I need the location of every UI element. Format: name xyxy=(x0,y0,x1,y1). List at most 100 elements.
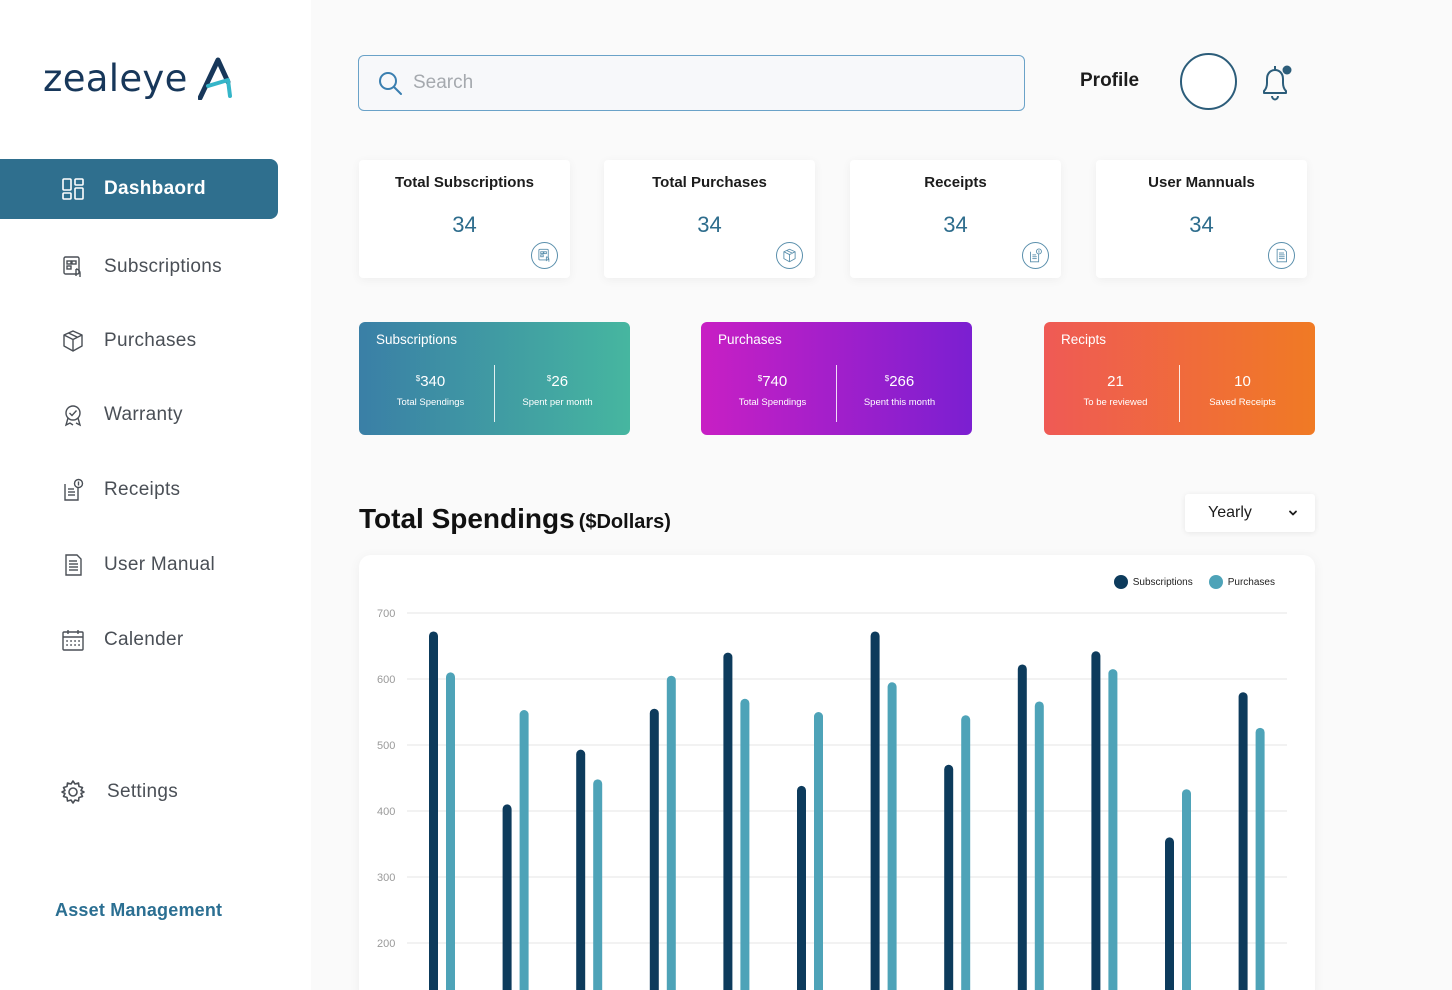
sidebar-item-calender[interactable]: Calender xyxy=(0,610,278,670)
legend-item: Purchases xyxy=(1208,575,1275,589)
spendings-chart: 700 600 500 400 300 200 xyxy=(377,608,1287,990)
brand-name: zealeye xyxy=(43,56,188,100)
period-dropdown-value: Yearly xyxy=(1208,504,1252,521)
bar-subscriptions xyxy=(1238,692,1248,990)
brand-mark-icon xyxy=(197,57,232,100)
box-icon xyxy=(60,328,86,354)
spendings-title-text: Total Spendings xyxy=(359,503,575,534)
y-tick-label: 400 xyxy=(377,806,395,818)
summary-amount: 740 xyxy=(762,373,788,390)
receipt-icon xyxy=(1022,242,1049,269)
stat-title: User Mannuals xyxy=(1148,174,1255,191)
summary-card-recipts[interactable]: Recipts 21 To be reviewed 10 Saved Recei… xyxy=(1044,322,1315,435)
bar-subscriptions xyxy=(502,804,512,990)
legend-item: Subscriptions xyxy=(1113,575,1193,589)
avatar[interactable] xyxy=(1180,53,1237,110)
search-bar[interactable] xyxy=(358,55,1025,111)
bar-subscriptions xyxy=(944,764,954,990)
summary-right: $26 Spent per month xyxy=(490,373,625,408)
spendings-title: Total Spendings ($Dollars) xyxy=(359,503,671,535)
stat-title: Total Purchases xyxy=(652,174,767,191)
currency-symbol: $ xyxy=(546,374,552,383)
subscriptions-icon xyxy=(60,254,86,280)
bar-subscriptions xyxy=(649,708,659,990)
currency-symbol: $ xyxy=(757,374,763,383)
bar-purchases xyxy=(814,712,823,990)
asset-management-link[interactable]: Asset Management xyxy=(55,900,223,920)
notification-bell-icon[interactable] xyxy=(1258,63,1294,101)
summary-amount: 340 xyxy=(420,373,446,390)
stat-value: 34 xyxy=(452,212,477,237)
summary-value: 10 xyxy=(1175,373,1310,390)
summary-value: $26 xyxy=(490,373,625,390)
divider xyxy=(494,365,495,422)
bar-purchases xyxy=(519,710,529,990)
y-tick-label: 300 xyxy=(377,872,395,884)
summary-value: $340 xyxy=(363,373,498,390)
chevron-down-icon xyxy=(1289,510,1297,516)
summary-title: Recipts xyxy=(1061,332,1107,347)
bar-purchases xyxy=(593,779,603,990)
sidebar-item-label: Receipts xyxy=(104,479,181,500)
summary-title: Purchases xyxy=(718,332,782,347)
gear-icon xyxy=(60,779,86,805)
summary-amount: 266 xyxy=(889,373,915,390)
summary-amount: 10 xyxy=(1234,373,1251,390)
sidebar-item-label: User Manual xyxy=(104,554,216,575)
sidebar-item-receipts[interactable]: Receipts xyxy=(0,460,278,520)
sidebar-item-dashbaord[interactable]: Dashbaord xyxy=(0,159,278,219)
document-icon xyxy=(1268,242,1295,269)
calendar-icon xyxy=(60,627,86,653)
stat-card-user-mannuals[interactable]: User Mannuals 34 xyxy=(1096,160,1307,278)
y-tick-label: 200 xyxy=(377,938,395,950)
bar-subscriptions xyxy=(429,631,438,990)
sidebar-item-purchases[interactable]: Purchases xyxy=(0,311,278,371)
currency-symbol: $ xyxy=(884,374,890,383)
sidebar-item-settings[interactable]: Settings xyxy=(0,762,278,822)
stat-card-receipts[interactable]: Receipts 34 xyxy=(850,160,1061,278)
summary-amount: 26 xyxy=(551,373,569,390)
bar-purchases xyxy=(1108,669,1118,990)
y-tick-label: 600 xyxy=(377,674,395,686)
summary-value: $740 xyxy=(705,373,840,390)
period-dropdown[interactable]: Yearly xyxy=(1185,494,1315,532)
bar-purchases xyxy=(446,672,455,990)
bar-purchases xyxy=(961,715,971,990)
document-icon xyxy=(60,552,86,578)
subscriptions-icon xyxy=(531,242,558,269)
y-tick-label: 700 xyxy=(377,608,395,620)
search-input[interactable] xyxy=(413,72,973,94)
stat-card-total-subscriptions[interactable]: Total Subscriptions 34 xyxy=(359,160,570,278)
brand-logo[interactable]: zealeye xyxy=(43,56,238,100)
stat-value: 34 xyxy=(697,212,722,237)
summary-card-subscriptions[interactable]: Subscriptions $340 Total Spendings $26 S… xyxy=(359,322,630,435)
divider xyxy=(1179,365,1180,422)
bar-purchases xyxy=(1255,727,1265,990)
summary-right: $266 Spent this month xyxy=(832,373,967,408)
legend-swatch xyxy=(1208,575,1223,589)
bar-subscriptions xyxy=(1165,837,1174,990)
summary-caption: Total Spendings xyxy=(396,397,465,408)
bar-subscriptions xyxy=(1017,664,1027,990)
summary-caption: Total Spendings xyxy=(738,397,807,408)
summary-card-purchases[interactable]: Purchases $740 Total Spendings $266 Spen… xyxy=(701,322,972,435)
stat-title: Total Subscriptions xyxy=(395,174,534,191)
sidebar-item-label: Calender xyxy=(104,629,184,650)
summary-left: $740 Total Spendings xyxy=(705,373,840,408)
bar-purchases xyxy=(1034,701,1044,990)
profile-label[interactable]: Profile xyxy=(1080,70,1140,91)
legend-swatch xyxy=(1113,575,1128,589)
bar-purchases xyxy=(740,698,750,990)
sidebar-item-warranty[interactable]: Warranty xyxy=(0,385,278,445)
sidebar-item-subscriptions[interactable]: Subscriptions xyxy=(0,237,278,297)
bar-subscriptions xyxy=(797,785,806,990)
bar-purchases xyxy=(887,682,897,990)
box-icon xyxy=(776,242,803,269)
stat-card-total-purchases[interactable]: Total Purchases 34 xyxy=(604,160,815,278)
chart-legend: Subscriptions Purchases xyxy=(1098,575,1275,589)
stat-value: 34 xyxy=(943,212,968,237)
sidebar-item-user-manual[interactable]: User Manual xyxy=(0,535,278,595)
spendings-chart-card: Subscriptions Purchases 700 600 500 400 300 20… xyxy=(359,555,1315,990)
sidebar-item-label: Settings xyxy=(107,781,179,802)
sidebar: zealeye Dashbaord Subscriptions Purchases W… xyxy=(0,0,311,990)
